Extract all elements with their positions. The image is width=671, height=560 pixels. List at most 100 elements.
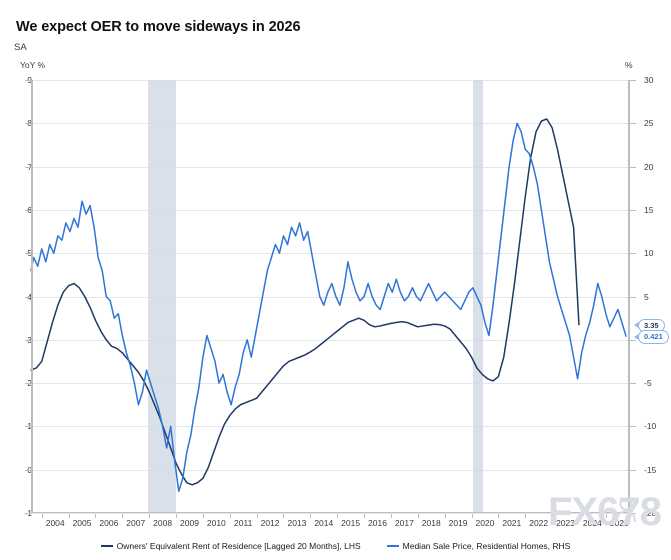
x-axis-tick-label: 2017	[394, 518, 414, 528]
x-axis-tick-label: 2005	[72, 518, 92, 528]
left-axis-tickmark	[25, 209, 31, 211]
x-axis-tick-label: 2012	[260, 518, 280, 528]
x-axis-tick-label: 2021	[502, 518, 522, 528]
x-axis-tickmark	[229, 513, 231, 518]
gridline	[31, 166, 630, 168]
bottom-axis-line	[31, 511, 630, 513]
right-axis-tick-label: -20	[644, 508, 657, 518]
left-axis-tickmark	[25, 513, 31, 514]
left-axis-unit: YoY %	[20, 60, 46, 70]
x-axis-tick-label: 2009	[180, 518, 199, 528]
right-axis-tickmark	[630, 123, 636, 125]
right-axis-tickmark	[630, 383, 636, 385]
x-axis-tick-label: 2007	[126, 518, 146, 528]
x-axis-tickmark	[444, 513, 446, 518]
x-axis-tickmark	[202, 513, 204, 518]
gridline	[31, 469, 630, 471]
x-axis-tick-label: 2014	[314, 518, 334, 528]
x-axis-tickmark	[68, 513, 70, 518]
left-axis-tickmark	[25, 123, 31, 125]
legend-swatch	[386, 545, 399, 547]
right-axis-tickmark	[630, 469, 636, 471]
left-axis-tickmark	[25, 253, 31, 255]
series-lines	[30, 118, 627, 493]
chart-subtitle: SA	[14, 42, 27, 53]
x-axis-tickmark	[256, 513, 258, 518]
gridline	[31, 383, 630, 385]
gridline	[31, 253, 630, 255]
plot-area	[30, 80, 630, 514]
legend-item: Owners' Equivalent Rent of Residence [La…	[100, 541, 361, 551]
left-axis-tickmark	[25, 166, 31, 168]
left-axis-tickmark	[25, 339, 31, 341]
right-axis-tick-label: -10	[644, 421, 657, 432]
gridline	[31, 513, 630, 514]
legend-item: Median Sale Price, Residential Homes, RH…	[386, 541, 571, 551]
x-axis-tickmark	[176, 513, 178, 518]
recession-band	[147, 80, 177, 513]
right-axis-tick-label: -15	[644, 464, 657, 475]
x-axis-tickmark	[310, 513, 312, 518]
right-axis-tickmark	[630, 209, 636, 211]
x-axis-tickmark	[364, 513, 366, 518]
right-axis-tickmark	[630, 513, 636, 514]
right-axis-tickmark	[630, 426, 636, 428]
right-axis-tickmark	[630, 80, 636, 81]
x-axis-tick-label: 2023	[556, 518, 575, 528]
right-axis-tick-label: 5	[644, 291, 649, 302]
right-axis-tick-label: 10	[644, 248, 654, 259]
right-axis-tick-label: -5	[644, 378, 652, 389]
left-axis-tickmark	[25, 469, 31, 471]
series-line	[30, 118, 580, 486]
chart-legend: Owners' Equivalent Rent of Residence [La…	[0, 541, 671, 551]
x-axis-tickmark	[390, 513, 392, 518]
gridline	[31, 209, 630, 211]
gridline	[31, 296, 630, 298]
series-line	[30, 122, 627, 493]
x-axis-tick-label: 2019	[448, 518, 468, 528]
gridline	[31, 426, 630, 428]
x-axis-tickmark	[95, 513, 97, 518]
right-axis-tick-label: 25	[644, 118, 654, 129]
right-axis-tickmark	[630, 253, 636, 255]
x-axis-tick-label: 2020	[475, 518, 495, 528]
left-axis-tickmark	[25, 80, 31, 81]
right-axis-line	[628, 80, 630, 513]
x-axis-tickmark	[552, 513, 554, 518]
oer-last-value: 3.35	[634, 318, 665, 333]
left-axis-line	[31, 80, 33, 513]
x-axis-tickmark	[417, 513, 419, 518]
median-price-last-value: 0.421	[634, 330, 669, 344]
legend-label: Owners' Equivalent Rent of Residence [La…	[116, 541, 361, 551]
recession-band	[472, 80, 483, 513]
gridline	[31, 339, 630, 341]
x-axis-tickmark	[283, 513, 285, 518]
left-axis-tickmark	[25, 383, 31, 385]
gridline	[31, 123, 630, 125]
x-axis-tickmark	[149, 513, 151, 518]
x-axis-tick-label: 2015	[341, 518, 361, 528]
right-axis-tick-label: 30	[644, 75, 654, 85]
right-axis-tick-label: 20	[644, 161, 654, 172]
x-axis-tick-label: 2013	[287, 518, 307, 528]
right-axis-tick-label: 15	[644, 204, 654, 215]
x-axis-tickmark	[471, 513, 473, 518]
x-axis-tickmark	[605, 513, 607, 518]
x-axis-tick-label: 2008	[153, 518, 173, 528]
x-axis-tickmark	[525, 513, 527, 518]
x-axis-tick-label: 2018	[421, 518, 441, 528]
legend-label: Median Sale Price, Residential Homes, RH…	[402, 541, 571, 551]
left-axis-tickmark	[25, 296, 31, 298]
x-axis-tick-label: 2025	[609, 518, 629, 528]
x-axis-tick-label: 2022	[529, 518, 549, 528]
page-title: We expect OER to move sideways in 2026	[16, 19, 301, 35]
x-axis-tick-label: 2024	[582, 518, 602, 528]
x-axis-tick-label: 2016	[368, 518, 387, 528]
gridline	[31, 80, 630, 81]
x-axis-tick-label: 2004	[45, 518, 65, 528]
x-axis-tickmark	[41, 513, 43, 518]
right-axis-tickmark	[630, 339, 636, 341]
x-axis-tickmark	[578, 513, 580, 518]
x-axis-tick-label: 2006	[99, 518, 119, 528]
